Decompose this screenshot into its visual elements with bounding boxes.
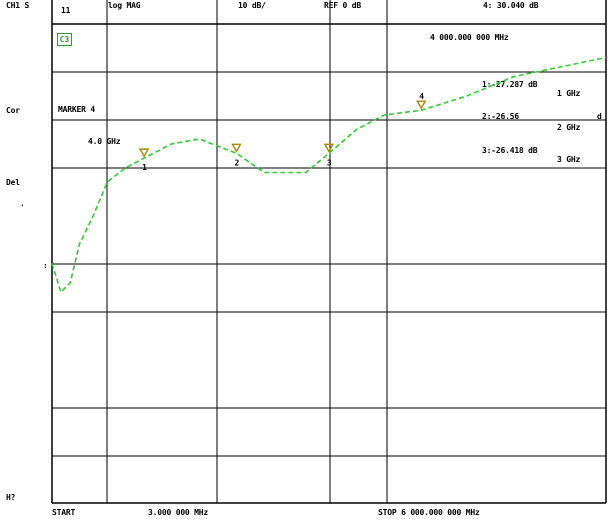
- marker-2-symbol: [231, 143, 242, 153]
- scale-label: 10 dB/: [238, 1, 266, 10]
- hold-label: H?: [6, 493, 16, 502]
- trace: [51, 56, 607, 294]
- marker-box-value: 4.0 GHz: [88, 137, 121, 146]
- delay-label: Del: [6, 178, 20, 187]
- marker-list-1-freq: 1 GHz: [557, 89, 581, 98]
- start-frequency: 3.000 000 MHz: [148, 508, 209, 517]
- trace-line: [51, 56, 607, 294]
- dot-label: .: [20, 199, 25, 208]
- marker-readout: 4: 30.040 dB: [483, 1, 539, 10]
- marker-box-title: MARKER 4: [58, 105, 95, 114]
- marker-1-symbol: [138, 148, 150, 158]
- grid: [51, 0, 607, 504]
- correction-label: Cor: [6, 106, 20, 115]
- marker-list-2-freq: 2 GHz: [557, 123, 581, 132]
- reference-label: REF 0 dB: [324, 1, 361, 10]
- marker-4-label: 4: [419, 92, 424, 101]
- marker-1-label: 1: [142, 163, 147, 172]
- active-channel-box: C3: [57, 33, 72, 46]
- markers: 1 2 3 4: [138, 92, 427, 172]
- marker-list-2-value: 2:-26.56: [482, 112, 519, 121]
- colon-label: :: [43, 261, 48, 270]
- start-label: START: [52, 508, 76, 517]
- marker-3-symbol: [323, 143, 335, 153]
- format-label: log MAG: [108, 1, 141, 10]
- marker-2-label: 2: [234, 158, 239, 167]
- marker-list-3-freq: 3 GHz: [557, 155, 581, 164]
- channel-label: CH1 S: [6, 1, 30, 10]
- stop-frequency: STOP 6 000.000 000 MHz: [378, 508, 480, 517]
- marker-3-label: 3: [327, 158, 332, 167]
- marker-4-symbol: [416, 100, 427, 110]
- marker-list-1-value: 1:-27.287 dB: [482, 80, 538, 89]
- marker-list-2-extra: d: [597, 112, 602, 121]
- marker-frequency: 4 000.000 000 MHz: [430, 33, 509, 42]
- parameter-label: 11: [61, 6, 71, 15]
- marker-list-3-value: 3:-26.418 dB: [482, 146, 538, 155]
